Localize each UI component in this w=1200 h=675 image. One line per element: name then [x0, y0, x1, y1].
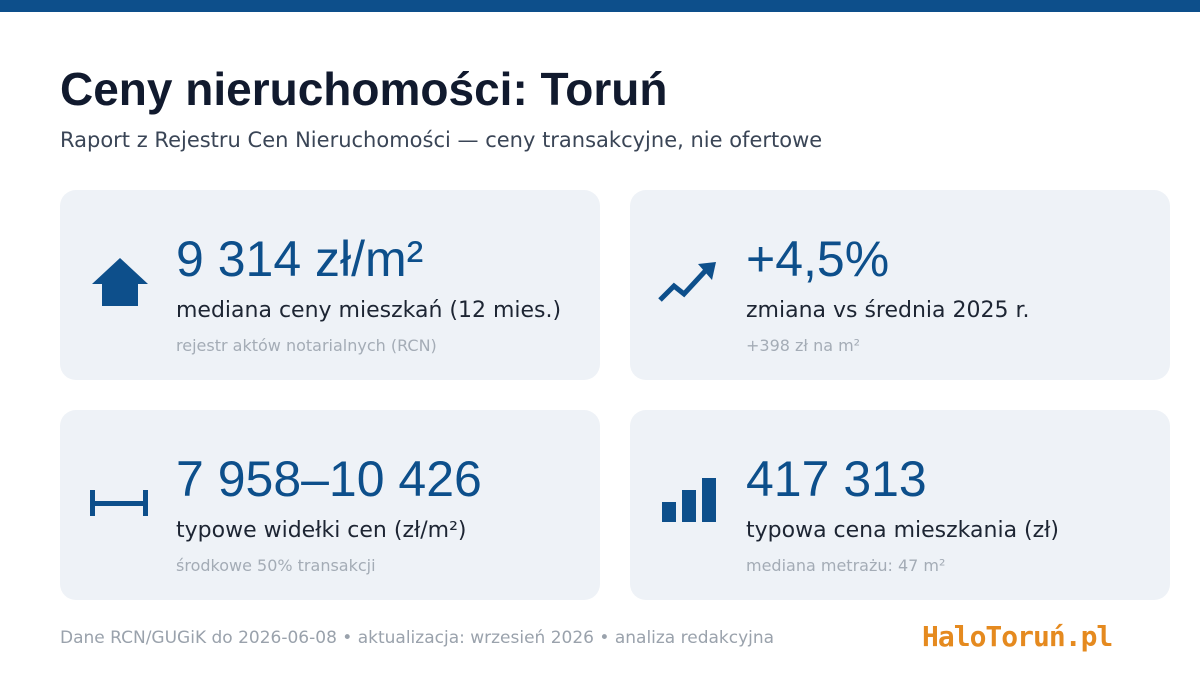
subtitle: Raport z Rejestru Cen Nieruchomości — ce… — [60, 128, 823, 152]
top-bar — [0, 0, 1200, 12]
card-label: typowe widełki cen (zł/m²) — [176, 518, 467, 543]
card: 417 313 typowa cena mieszkania (zł) medi… — [630, 410, 1170, 600]
card-value: 7 958–10 426 — [176, 451, 482, 507]
card: 9 314 zł/m² mediana ceny mieszkań (12 mi… — [60, 190, 600, 380]
icon-trend — [658, 262, 716, 302]
card: 7 958–10 426 typowe widełki cen (zł/m²) … — [60, 410, 600, 600]
card-note: rejestr aktów notarialnych (RCN) — [176, 336, 437, 355]
icon-house — [92, 258, 148, 306]
card-label: mediana ceny mieszkań (12 mies.) — [176, 298, 562, 323]
card-value: 417 313 — [746, 451, 927, 507]
card-note: środkowe 50% transakcji — [176, 556, 376, 575]
logo[interactable]: HaloToruń.pl — [922, 620, 1113, 653]
card-label: typowa cena mieszkania (zł) — [746, 518, 1060, 543]
icon-range — [90, 490, 148, 516]
card-label: zmiana vs średnia 2025 r. — [746, 298, 1030, 323]
icon-bars — [662, 478, 716, 522]
card-note: +398 zł na m² — [746, 336, 861, 355]
card: +4,5% zmiana vs średnia 2025 r. +398 zł … — [630, 190, 1170, 380]
card-value: 9 314 zł/m² — [176, 231, 424, 287]
card-value: +4,5% — [746, 231, 890, 287]
card-note: mediana metrażu: 47 m² — [746, 556, 946, 575]
title: Ceny nieruchomości: Toruń — [60, 63, 668, 115]
footer-source: Dane RCN/GUGiK do 2026-06-08 • aktualiza… — [60, 628, 775, 648]
